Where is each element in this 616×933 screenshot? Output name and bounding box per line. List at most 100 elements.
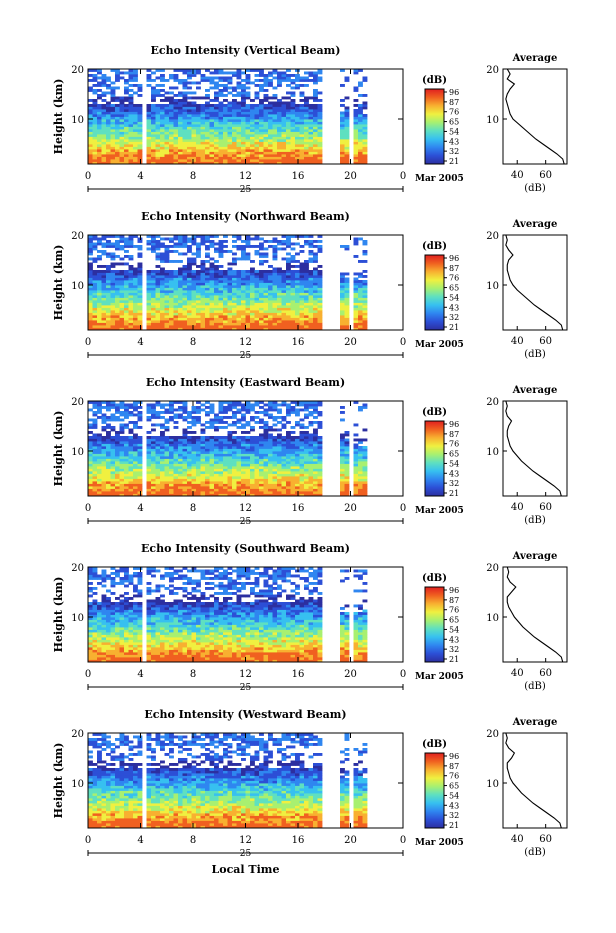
heatmap-cell (237, 315, 242, 318)
heatmap-cell (273, 449, 278, 452)
heatmap-cell (147, 308, 152, 311)
heatmap-cell (115, 459, 120, 462)
heatmap-cell (228, 469, 233, 472)
heatmap-cell (124, 484, 129, 487)
heatmap-cell (219, 476, 224, 479)
heatmap-cell (237, 469, 242, 472)
heatmap-cell (115, 270, 120, 273)
heatmap-cell (156, 404, 161, 407)
heatmap-cell (214, 82, 219, 85)
heatmap-cell (111, 273, 116, 276)
heatmap-cell (268, 461, 273, 464)
heatmap-cell (250, 419, 255, 422)
heatmap-cell (120, 157, 125, 160)
heatmap-cell (259, 476, 264, 479)
heatmap-cell (255, 74, 260, 77)
heatmap-cell (250, 273, 255, 276)
heatmap-cell (165, 476, 170, 479)
heatmap-cell (201, 127, 206, 130)
heatmap-cell (151, 429, 156, 432)
heatmap-cell (250, 320, 255, 323)
heatmap-cell (340, 313, 345, 316)
heatmap-cell (160, 99, 165, 102)
heatmap-cell (205, 119, 210, 122)
heatmap-cell (223, 114, 228, 117)
heatmap-cell (192, 484, 197, 487)
heatmap-cell (363, 159, 368, 162)
heatmap-cell (160, 280, 165, 283)
heatmap-cell (165, 451, 170, 454)
heatmap-cell (273, 109, 278, 112)
heatmap-cell (133, 290, 138, 293)
heatmap-cell (340, 119, 345, 122)
heatmap-cell (97, 459, 102, 462)
heatmap-cell (156, 436, 161, 439)
heatmap-cell (93, 74, 98, 77)
heatmap-cell (255, 273, 260, 276)
heatmap-cell (358, 298, 363, 301)
heatmap-cell (201, 132, 206, 135)
heatmap-cell (196, 489, 201, 492)
heatmap-cell (192, 424, 197, 427)
heatmap-cell (192, 451, 197, 454)
heatmap-cell (255, 451, 260, 454)
heatmap-cell (183, 99, 188, 102)
heatmap-cell (88, 315, 93, 318)
heatmap-cell (286, 288, 291, 291)
heatmap-cell (264, 298, 269, 301)
heatmap-cell (93, 476, 98, 479)
heatmap-cell (192, 446, 197, 449)
heatmap-cell (295, 260, 300, 263)
heatmap-cell (250, 268, 255, 271)
heatmap-cell (165, 466, 170, 469)
heatmap-cell (309, 320, 314, 323)
heatmap-cell (219, 323, 224, 326)
heatmap-cell (183, 72, 188, 75)
heatmap-cell (313, 288, 318, 291)
heatmap-cell (273, 273, 278, 276)
heatmap-cell (165, 107, 170, 110)
heatmap-cell (151, 270, 156, 273)
heatmap-cell (111, 149, 116, 152)
heatmap-cell (102, 157, 107, 160)
avg-x-tick-label: 60 (539, 336, 552, 347)
heatmap-cell (286, 469, 291, 472)
heatmap-cell (133, 122, 138, 125)
heatmap-cell (300, 109, 305, 112)
heatmap-cell (183, 409, 188, 412)
heatmap-cell (129, 144, 134, 147)
colorbar-tick-label: 21 (449, 323, 459, 332)
heatmap-cell (129, 258, 134, 261)
heatmap-cell (138, 436, 143, 439)
heatmap-cell (246, 270, 251, 273)
heatmap-cell (318, 240, 323, 243)
heatmap-cell (259, 253, 264, 256)
heatmap-cell (192, 469, 197, 472)
heatmap-cell (115, 303, 120, 306)
heatmap-cell (174, 298, 179, 301)
heatmap-cell (232, 471, 237, 474)
heatmap-cell (250, 293, 255, 296)
heatmap-cell (129, 117, 134, 120)
heatmap-cell (300, 147, 305, 150)
heatmap-cell (286, 439, 291, 442)
heatmap-cell (115, 97, 120, 100)
heatmap-cell (129, 310, 134, 313)
heatmap-cell (291, 94, 296, 97)
heatmap-cell (250, 300, 255, 303)
heatmap-cell (160, 283, 165, 286)
heatmap-cell (106, 424, 111, 427)
heatmap-cell (97, 474, 102, 477)
heatmap-cell (313, 139, 318, 142)
heatmap-cell (196, 72, 201, 75)
heatmap-cell (214, 479, 219, 482)
heatmap-cell (138, 456, 143, 459)
heatmap-cell (111, 479, 116, 482)
heatmap-cell (210, 72, 215, 75)
heatmap-cell (151, 491, 156, 494)
heatmap-cell (138, 114, 143, 117)
heatmap-cell (282, 243, 287, 246)
heatmap-cell (174, 104, 179, 107)
heatmap-cell (129, 481, 134, 484)
heatmap-cell (228, 466, 233, 469)
